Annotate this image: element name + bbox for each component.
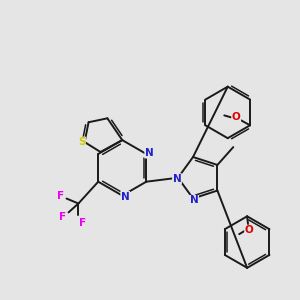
Text: N: N (145, 148, 154, 158)
Text: F: F (57, 190, 64, 201)
Text: N: N (172, 174, 182, 184)
Text: O: O (232, 112, 241, 122)
Text: N: N (190, 196, 198, 206)
Text: F: F (79, 218, 86, 228)
Text: S: S (78, 137, 85, 147)
Text: F: F (59, 212, 66, 222)
Text: O: O (245, 225, 254, 235)
Text: N: N (121, 192, 130, 202)
